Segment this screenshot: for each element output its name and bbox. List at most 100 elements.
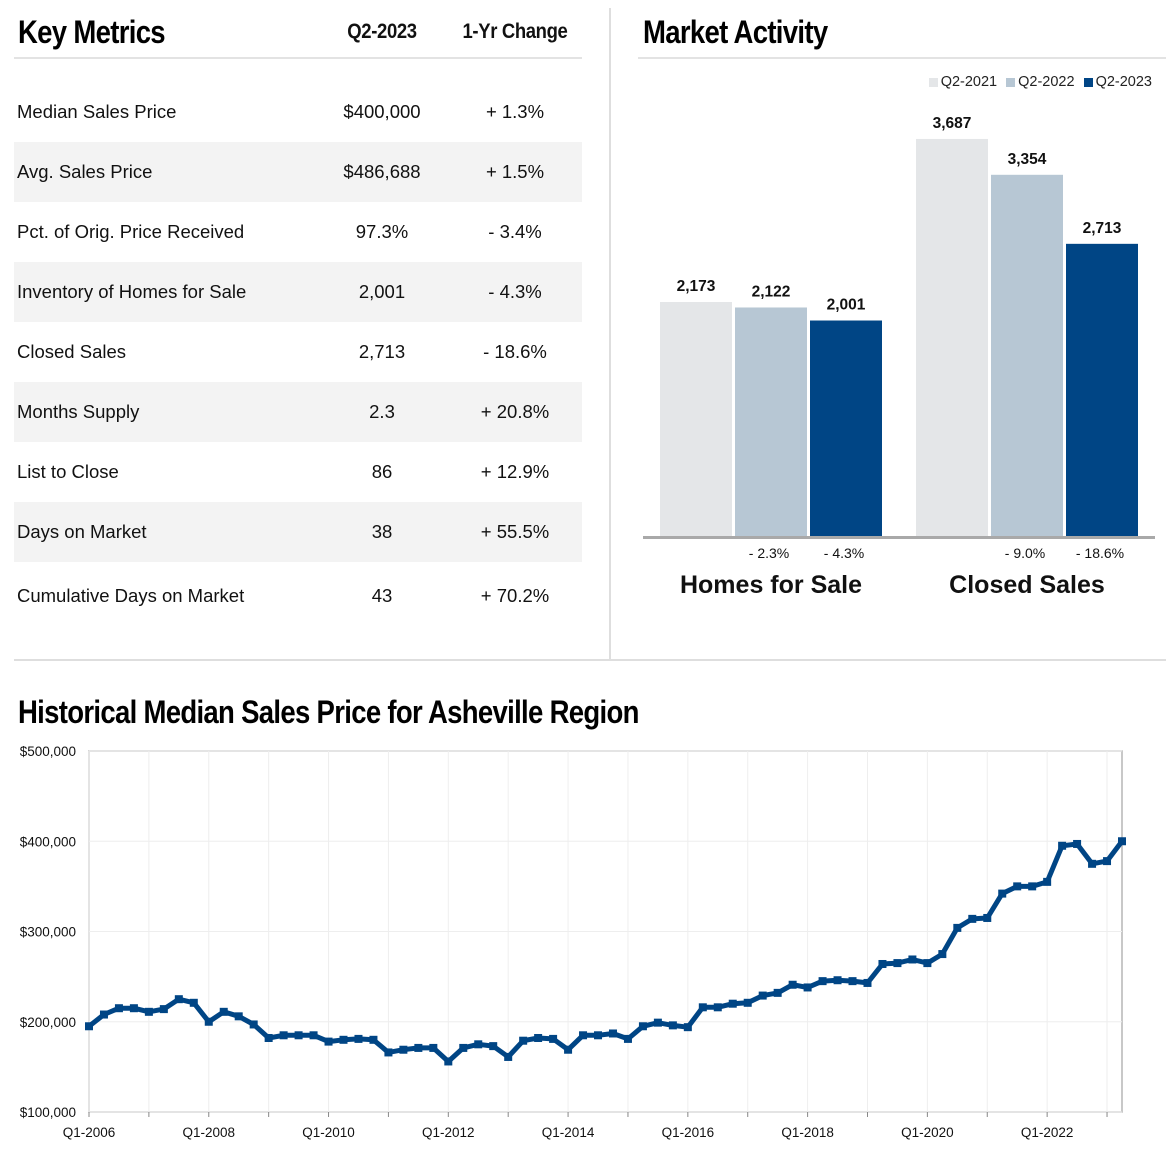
x-tick-label: Q1-2006 (63, 1125, 116, 1140)
legend-swatch (928, 77, 938, 87)
bar-value-label: 2,713 (1083, 220, 1122, 237)
table-row: Inventory of Homes for Sale 2,001 - 4.3% (14, 262, 582, 322)
metric-change: + 55.5% (480, 521, 550, 542)
data-point (623, 1034, 632, 1043)
key-metrics-title: Key Metrics (18, 14, 166, 50)
data-point (1088, 859, 1097, 868)
metric-value: 2,001 (358, 281, 406, 302)
metric-change: + 12.9% (480, 461, 550, 482)
data-point (384, 1048, 393, 1057)
category-label: Closed Sales (949, 571, 1105, 599)
legend-label: Q2-2023 (1095, 74, 1152, 90)
data-point (549, 1034, 558, 1043)
data-point (758, 991, 767, 1000)
metric-change: - 4.3% (488, 281, 542, 302)
bar-value-label: 3,687 (933, 115, 972, 132)
data-point (129, 1004, 138, 1013)
data-point (399, 1045, 408, 1054)
data-point (1043, 877, 1052, 886)
key-metrics-table: Median Sales Price $400,000 + 1.3% Avg. … (14, 82, 582, 630)
legend-label: Q2-2021 (940, 74, 998, 90)
pct-change-label: - 9.0% (1005, 545, 1045, 561)
metric-change: - 3.4% (488, 221, 542, 242)
x-tick-label: Q1-2022 (1021, 1125, 1074, 1140)
key-metrics-header-rule (14, 57, 582, 59)
plot-area (88, 750, 1123, 1113)
legend-label: Q2-2022 (1018, 74, 1075, 90)
data-point (204, 1017, 213, 1026)
data-point (698, 1003, 707, 1012)
data-point (564, 1045, 573, 1054)
data-point (414, 1043, 423, 1052)
data-point (369, 1035, 378, 1044)
metric-value: 43 (371, 585, 393, 606)
data-point (1103, 857, 1112, 866)
metric-label: Closed Sales (17, 341, 127, 362)
data-point (489, 1042, 498, 1051)
table-row: Days on Market 38 + 55.5% (14, 502, 582, 562)
data-point (653, 1018, 662, 1027)
data-point (219, 1007, 228, 1016)
data-point (743, 998, 752, 1007)
data-point (788, 980, 797, 989)
data-point (519, 1036, 528, 1045)
market-activity-title: Market Activity (643, 14, 828, 50)
bar-value-label: 3,354 (1008, 151, 1047, 168)
metric-change: + 70.2% (480, 585, 550, 606)
data-point (998, 889, 1007, 898)
bar (991, 174, 1063, 537)
data-point (189, 998, 198, 1007)
data-point (309, 1031, 318, 1040)
x-tick-label: Q1-2016 (662, 1125, 715, 1140)
metric-label: Avg. Sales Price (17, 161, 153, 182)
table-row: List to Close 86 + 12.9% (14, 442, 582, 502)
bar (1066, 243, 1138, 537)
data-point (279, 1031, 288, 1040)
y-tick-label: $300,000 (20, 925, 76, 940)
data-point (728, 999, 737, 1008)
metric-value: $400,000 (343, 101, 421, 122)
data-point (1013, 882, 1022, 891)
pct-change-label: - 2.3% (749, 545, 789, 561)
data-point (638, 1022, 647, 1031)
metric-label: Months Supply (17, 401, 140, 422)
data-point (803, 983, 812, 992)
x-tick-label: Q1-2010 (302, 1125, 355, 1140)
x-tick-label: Q1-2008 (182, 1125, 235, 1140)
metric-label: Pct. of Orig. Price Received (17, 221, 245, 242)
table-row: Closed Sales 2,713 - 18.6% (14, 322, 582, 382)
table-row: Median Sales Price $400,000 + 1.3% (14, 82, 582, 142)
data-point (249, 1020, 258, 1029)
data-point (983, 913, 992, 922)
table-row: Avg. Sales Price $486,688 + 1.5% (14, 142, 582, 202)
data-point (534, 1033, 543, 1042)
data-point (908, 955, 917, 964)
data-point (144, 1007, 153, 1016)
metric-value: 97.3% (355, 221, 409, 242)
data-point (174, 995, 183, 1004)
table-row: Cumulative Days on Market 43 + 70.2% (14, 562, 582, 630)
metric-value: 38 (371, 521, 393, 542)
pct-change-label: - 18.6% (1076, 545, 1124, 561)
data-point (459, 1043, 468, 1052)
data-point (968, 914, 977, 923)
data-point (594, 1031, 603, 1040)
x-tick-label: Q1-2012 (422, 1125, 475, 1140)
table-row: Pct. of Orig. Price Received 97.3% - 3.4… (14, 202, 582, 262)
data-point (863, 978, 872, 987)
data-point (234, 1012, 243, 1021)
data-point (294, 1031, 303, 1040)
data-point (429, 1043, 438, 1052)
metric-change: + 1.5% (485, 161, 545, 182)
data-point (579, 1031, 588, 1040)
market-activity-header-rule (638, 57, 1166, 59)
bar (735, 307, 807, 536)
metric-label: Days on Market (17, 521, 147, 542)
horizontal-divider (14, 659, 1166, 661)
bar (916, 138, 988, 536)
legend-item: Q2-2021 (928, 74, 998, 90)
data-point (893, 959, 902, 968)
bar-value-label: 2,173 (677, 278, 716, 295)
data-point (339, 1035, 348, 1044)
market-activity-chart: 2,173 2,122 2,001 - 2.3% - 4.3% Homes for Sal… (643, 115, 1155, 599)
